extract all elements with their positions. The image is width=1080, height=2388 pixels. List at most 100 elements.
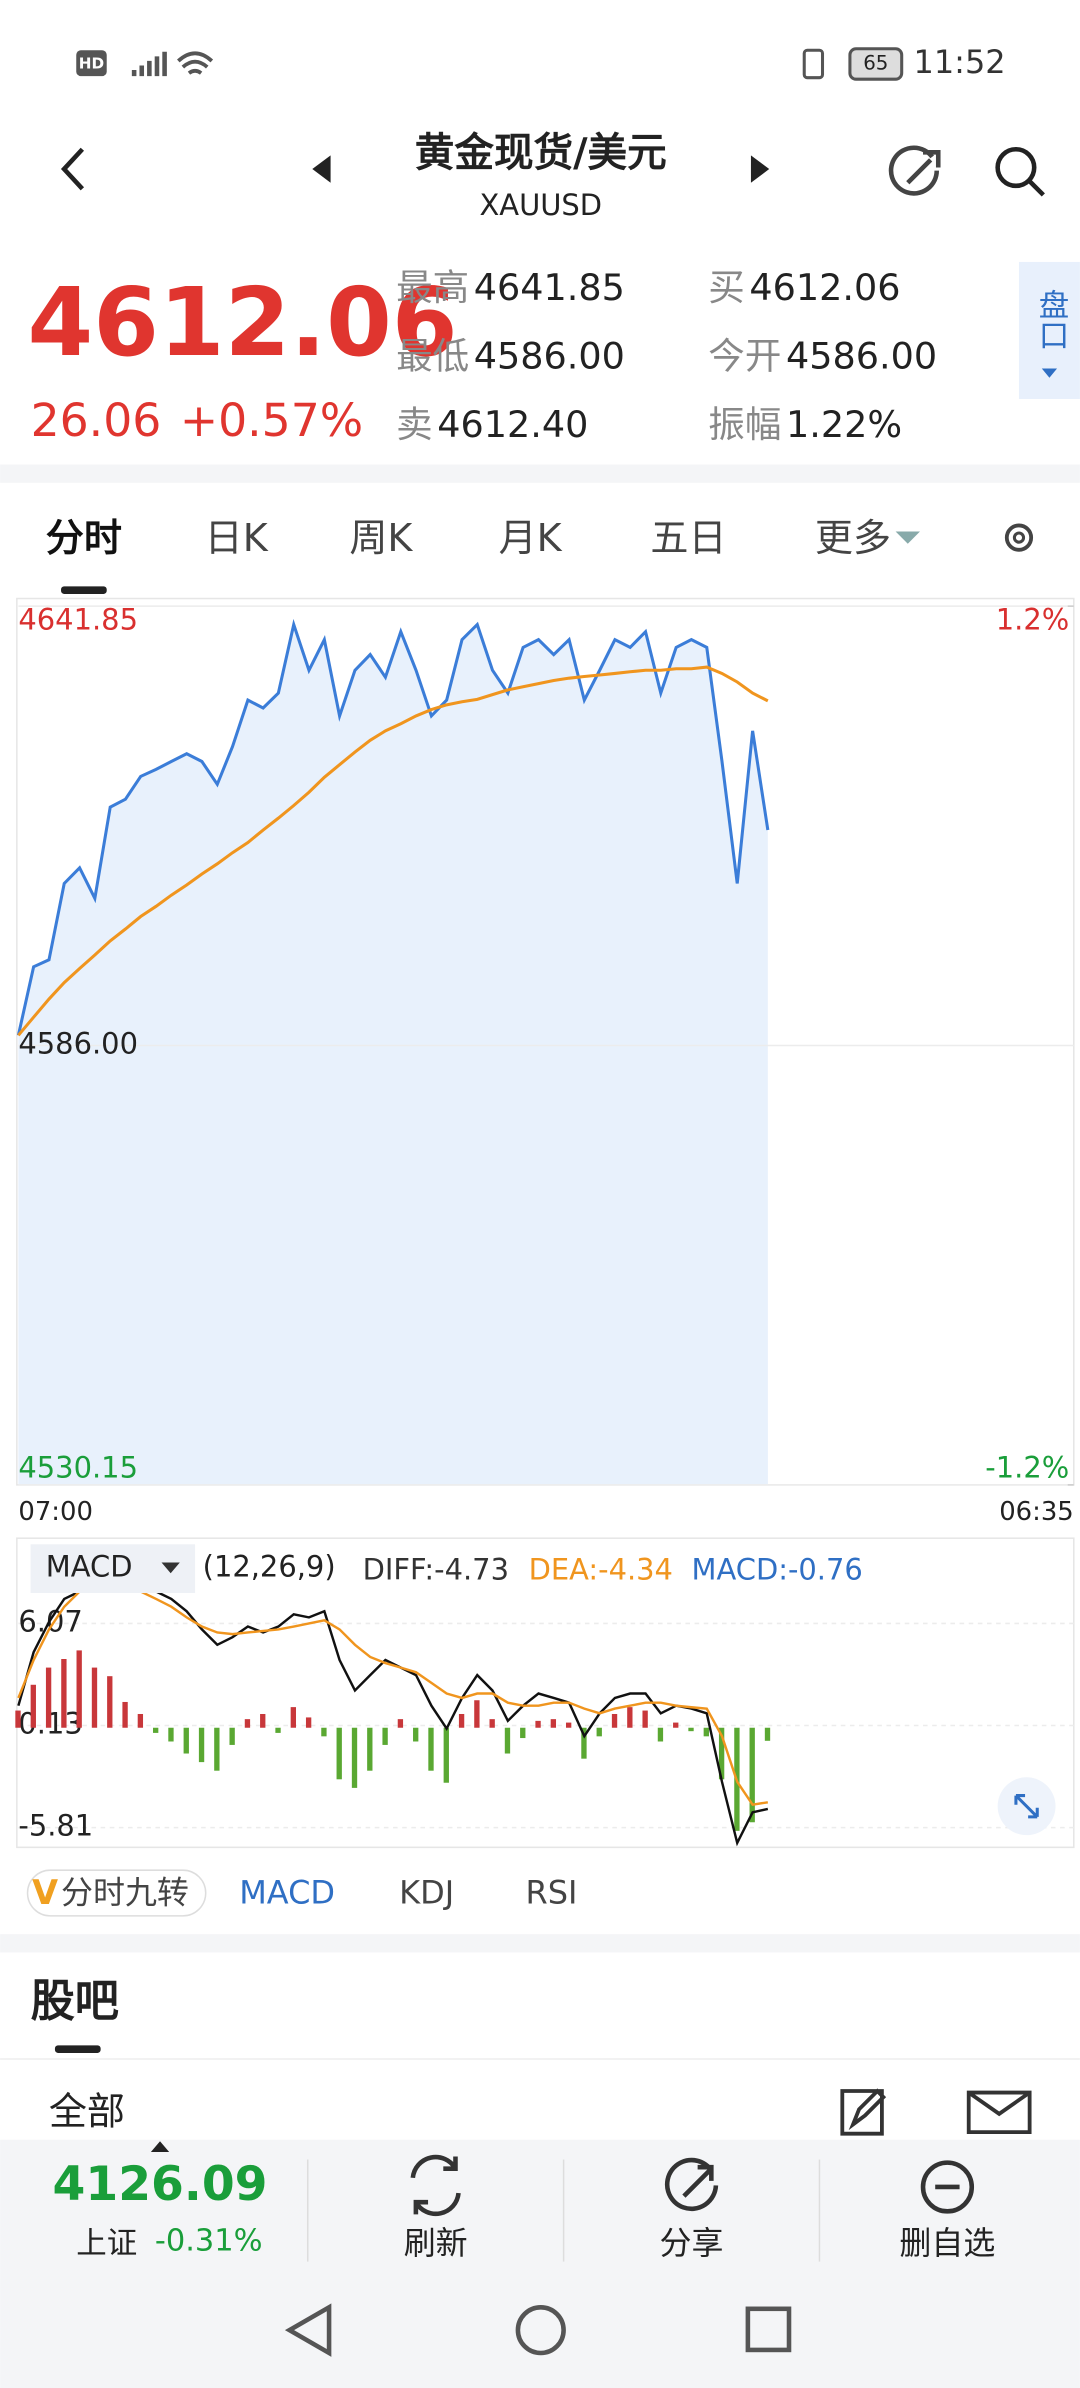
stat-value: 4586.00 (786, 334, 937, 377)
x-label: 07:00 (18, 1497, 93, 1527)
indicator-tab[interactable]: MACD (239, 1874, 335, 1912)
nine-turn-pill[interactable] (26, 1869, 207, 1917)
bar-notch (150, 2141, 170, 2152)
price: 4612.06 (28, 268, 458, 378)
index-name[interactable]: 上证 (76, 2226, 137, 2261)
side-tab[interactable]: 盘口 (1033, 289, 1068, 350)
indicator-tab[interactable]: RSI (526, 1874, 578, 1912)
y-tick-label: -5.81 (18, 1809, 93, 1843)
nav-recent[interactable] (745, 2306, 792, 2353)
histogram-bar (520, 1727, 526, 1739)
legend-entry: DIFF:-4.73 (363, 1553, 509, 1587)
expand-icon (1014, 1794, 1039, 1819)
tab[interactable]: 周K (349, 516, 413, 560)
nav-back[interactable] (284, 2303, 332, 2357)
histogram-bar (565, 1722, 572, 1728)
bottom-bar (0, 2139, 1080, 2388)
bottom-button[interactable]: 删自选 (899, 2224, 995, 2262)
histogram-bar (260, 1713, 266, 1728)
macd-title[interactable]: MACD (46, 1550, 133, 1584)
histogram-bar (581, 1727, 587, 1759)
histogram-bar (153, 1727, 159, 1733)
histogram-bar (275, 1727, 281, 1733)
settings-center (1012, 531, 1026, 544)
prev-button[interactable] (312, 155, 331, 183)
tab[interactable]: 五日 (650, 516, 726, 560)
histogram-bar (627, 1707, 633, 1728)
next-button[interactable] (750, 155, 770, 183)
histogram-bar (305, 1717, 312, 1728)
forum-filter[interactable]: 全部 (49, 2089, 125, 2133)
histogram-bar (91, 1667, 98, 1728)
histogram-bar (718, 1727, 725, 1780)
legend-entry: DEA:-4.34 (529, 1553, 673, 1587)
stat-value: 1.22% (786, 403, 902, 446)
histogram-bar (382, 1727, 388, 1745)
index-value[interactable]: 4126.09 (53, 2157, 268, 2212)
histogram-bar (642, 1710, 648, 1728)
clock: 11:52 (914, 43, 1006, 81)
series-line (17, 665, 769, 1037)
histogram-bar (351, 1727, 358, 1788)
histogram-bar (367, 1727, 373, 1771)
histogram-bar (535, 1720, 541, 1728)
histogram-bar (229, 1727, 235, 1745)
bottom-button[interactable]: 刷新 (404, 2224, 468, 2262)
tab[interactable]: 分时 (46, 516, 122, 560)
histogram-bar (596, 1727, 602, 1737)
y-tick-label: 4641.85 (18, 602, 138, 636)
tab[interactable]: 更多 (815, 516, 891, 560)
share-icon[interactable] (888, 145, 940, 196)
histogram-bar (673, 1722, 679, 1728)
price-area (18, 624, 768, 1485)
signal-icon (131, 51, 167, 77)
share-icon (664, 2157, 719, 2212)
macd-frame (16, 1537, 1075, 1849)
stat-value: 4612.06 (749, 266, 900, 309)
settings-button[interactable] (1004, 523, 1034, 552)
hd-badge (76, 50, 107, 77)
stat-value: 4641.85 (474, 266, 625, 309)
histogram-bar (244, 1719, 251, 1728)
histogram-bar (122, 1701, 128, 1728)
index-change[interactable]: -0.31% (155, 2223, 263, 2258)
tab[interactable]: 日K (205, 516, 269, 560)
stat-value: 4612.40 (437, 403, 588, 446)
stat-label: 买 (708, 266, 745, 309)
network-label: HD (79, 54, 104, 72)
y-tick-label: 4530.15 (18, 1451, 138, 1485)
bottom-button[interactable]: 分享 (660, 2224, 724, 2262)
stat-value: 4586.00 (474, 334, 625, 377)
battery-icon (848, 47, 904, 81)
more-arrow (895, 531, 920, 544)
histogram-bar (168, 1727, 174, 1742)
back-button[interactable] (60, 147, 85, 191)
stat-label: 今开 (708, 334, 781, 377)
search-button[interactable] (995, 146, 1037, 189)
histogram-bar (443, 1727, 449, 1783)
battery-level: 65 (863, 51, 888, 74)
indicator-tab[interactable]: 分时九转 (61, 1874, 189, 1912)
histogram-bar (397, 1719, 404, 1728)
series-line (17, 1582, 769, 1807)
message-button[interactable] (966, 2090, 1032, 2135)
subtitle: XAUUSD (479, 188, 602, 222)
tab[interactable]: 月K (499, 516, 563, 560)
change-pct: +0.57% (180, 394, 363, 447)
vibrate-icon (802, 48, 825, 80)
vip-mark: V (32, 1873, 58, 1912)
indicator-tab[interactable]: KDJ (399, 1874, 454, 1912)
remove-icon (920, 2160, 975, 2214)
histogram-bar (107, 1676, 113, 1728)
edit-button[interactable] (840, 2088, 887, 2136)
histogram-bar (198, 1727, 205, 1763)
macd-params: (12,26,9) (203, 1550, 336, 1584)
nav-home[interactable] (515, 2304, 566, 2356)
histogram-bar (474, 1700, 480, 1728)
histogram-bar (703, 1727, 709, 1737)
histogram-bar (321, 1727, 327, 1737)
histogram-bar (688, 1727, 694, 1732)
forum-indicator (54, 2045, 101, 2053)
histogram-bar (550, 1719, 557, 1728)
